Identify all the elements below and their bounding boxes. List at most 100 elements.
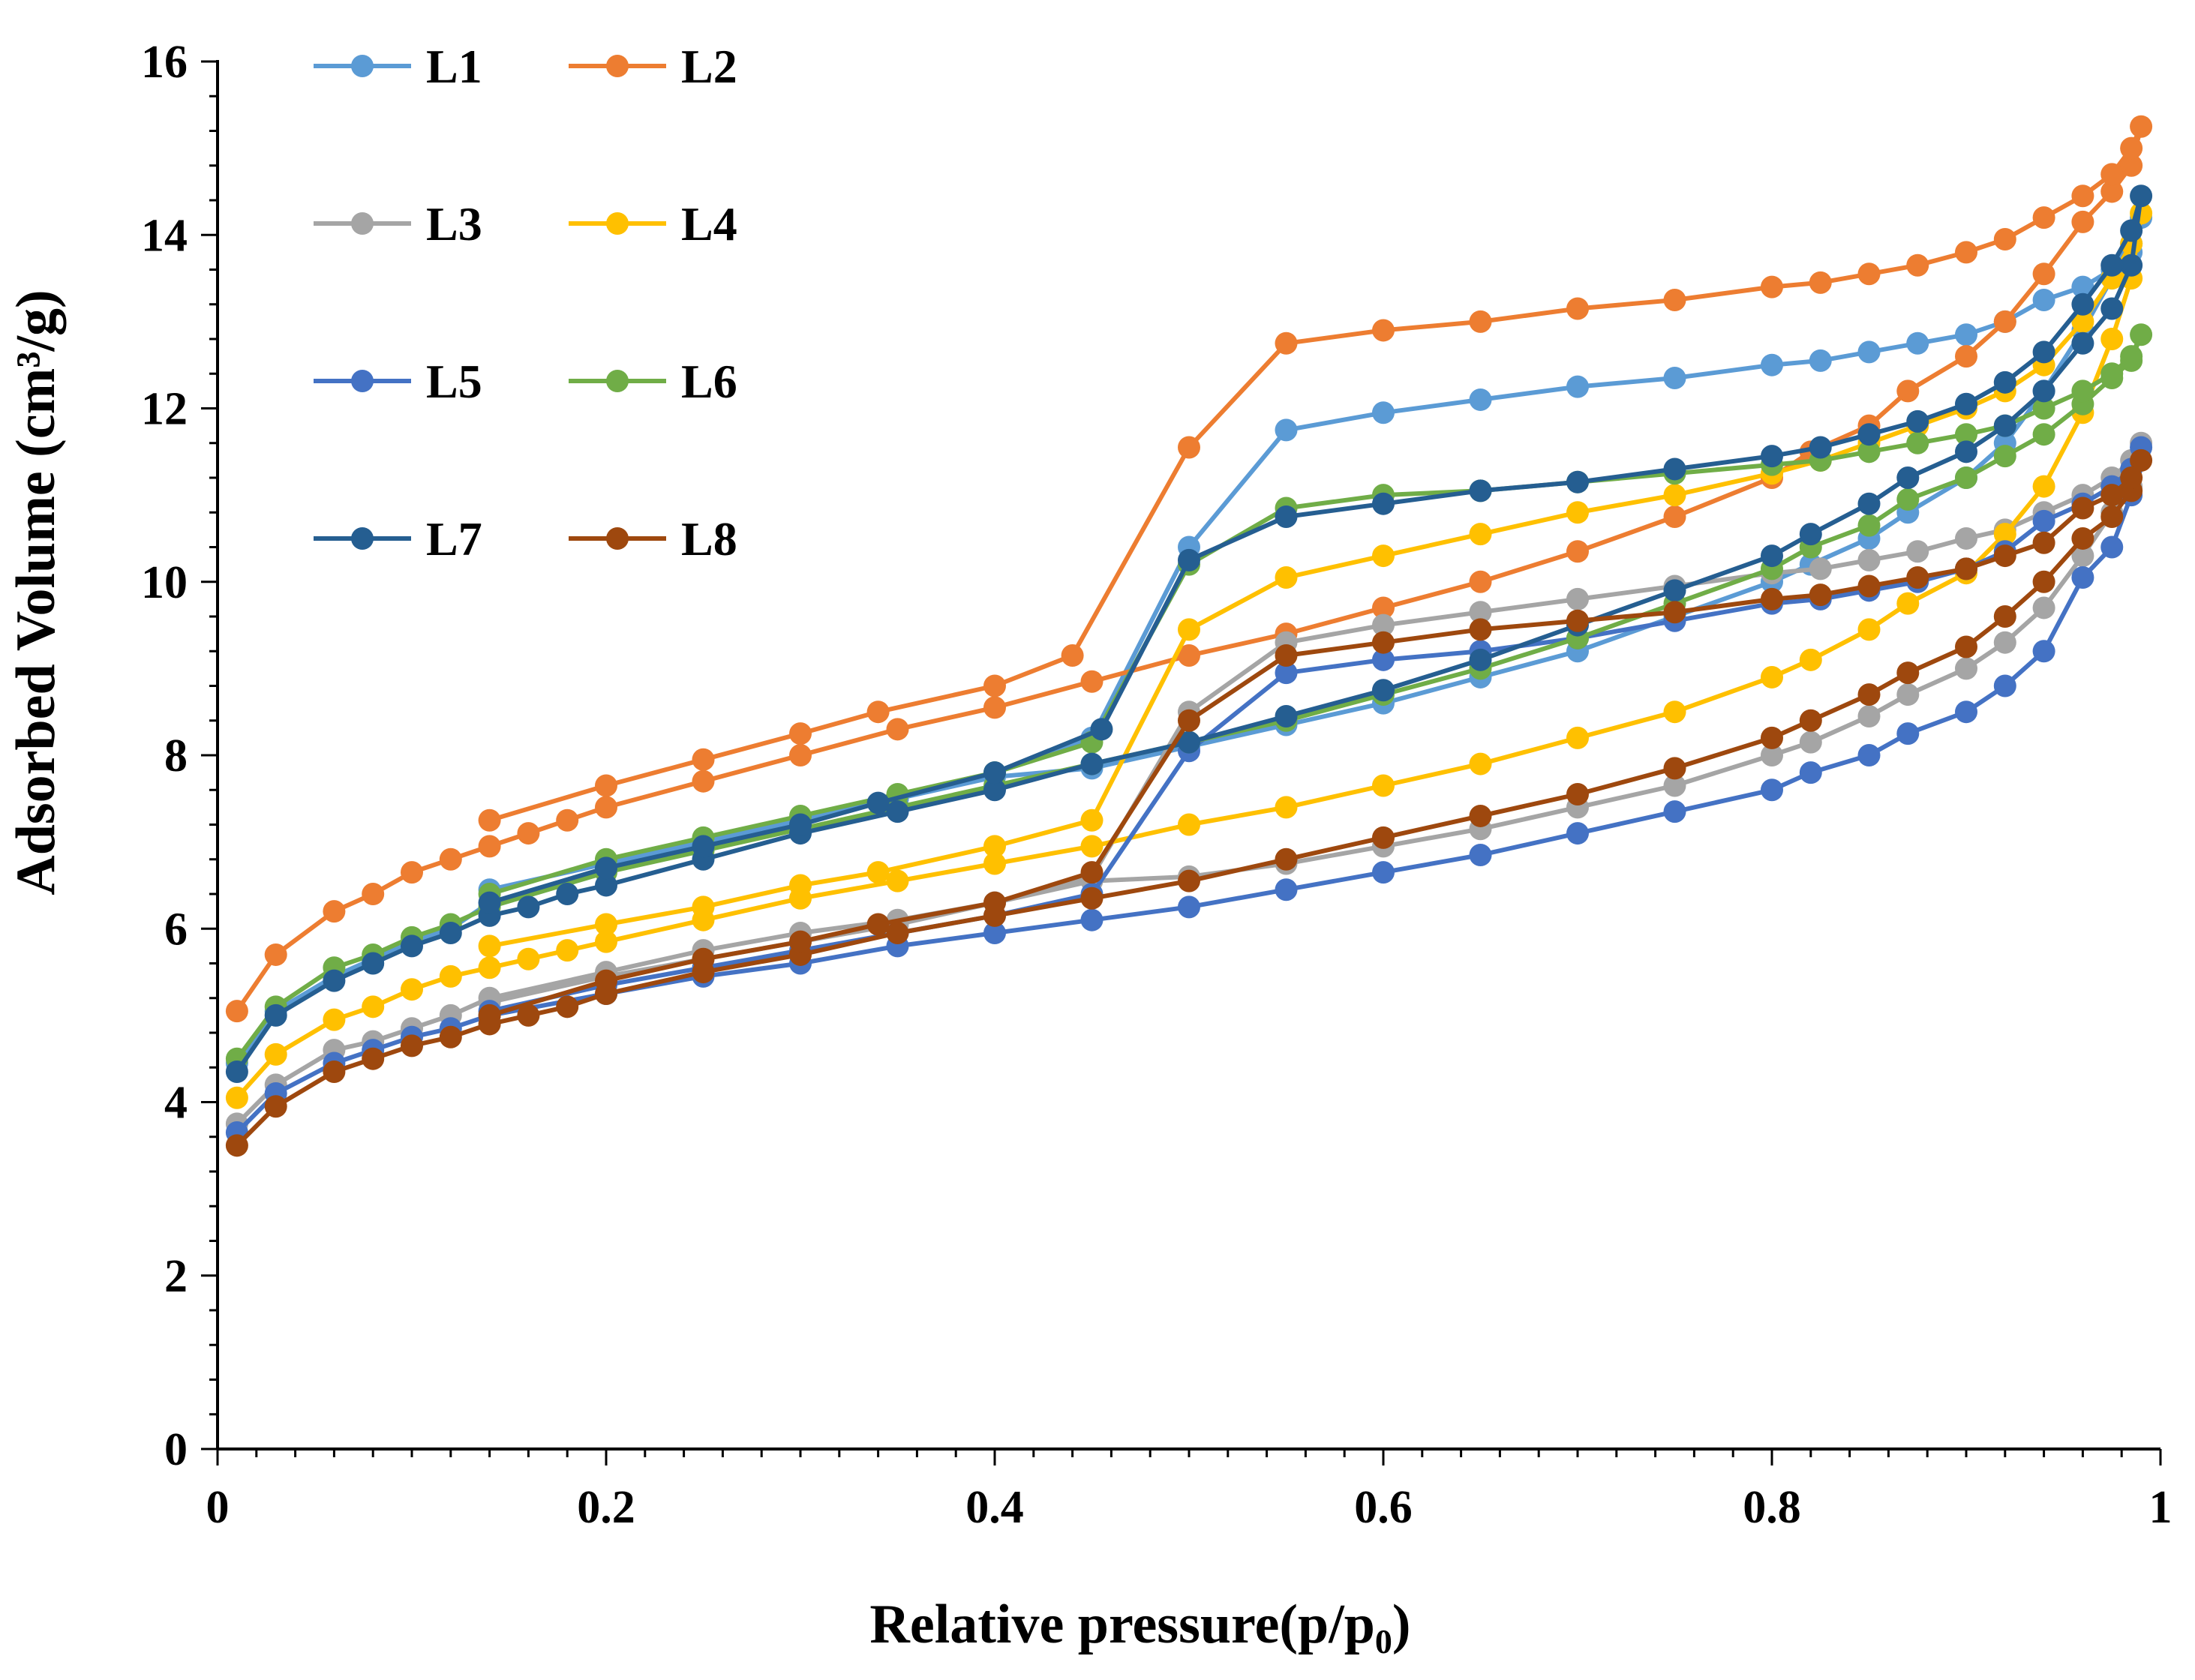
- data-point-l7: [2071, 292, 2094, 316]
- data-point-l4: [692, 896, 715, 919]
- data-point-l2: [1857, 262, 1881, 286]
- data-point-l4: [1275, 796, 1298, 819]
- data-point-l2: [323, 900, 346, 923]
- data-point-l3: [1993, 631, 2016, 654]
- data-point-l6: [1955, 423, 1977, 446]
- data-point-l2: [692, 770, 715, 793]
- data-point-l8: [2032, 570, 2055, 593]
- y-tick-label: 8: [164, 730, 188, 782]
- data-point-l3: [2071, 544, 2094, 568]
- data-point-l2: [1372, 319, 1395, 342]
- data-point-l6: [1896, 488, 1920, 511]
- data-point-l3: [2032, 596, 2055, 620]
- data-point-l7: [225, 1060, 248, 1084]
- data-point-l8: [1469, 618, 1492, 641]
- data-point-l7: [1906, 410, 1929, 433]
- data-point-l2: [886, 718, 909, 741]
- data-point-l4: [517, 947, 540, 970]
- data-point-l8: [1896, 662, 1920, 685]
- y-tick-label: 0: [164, 1424, 188, 1475]
- data-point-l4: [1469, 752, 1492, 776]
- data-point-l7: [556, 883, 579, 905]
- data-point-l7: [692, 835, 715, 858]
- data-point-l4: [886, 869, 909, 892]
- data-point-l7: [1275, 506, 1298, 529]
- data-point-l3: [1955, 657, 1977, 680]
- data-point-l3: [1906, 540, 1929, 563]
- data-point-l4: [1993, 523, 2016, 546]
- data-point-l4: [1857, 618, 1881, 641]
- x-tick-label: 0.8: [1743, 1482, 1801, 1533]
- data-point-l2: [692, 748, 715, 771]
- data-point-l1: [1955, 323, 1977, 346]
- legend-swatch-marker-l8: [606, 527, 629, 550]
- y-tick-label: 4: [164, 1078, 188, 1129]
- data-point-l3: [1809, 557, 1832, 580]
- data-point-l1: [1566, 375, 1589, 398]
- data-point-l2: [478, 835, 501, 858]
- data-point-l7: [1566, 470, 1589, 494]
- data-point-l2: [789, 722, 812, 746]
- legend-swatch-marker-l4: [606, 212, 629, 235]
- legend-item-l6: L6: [569, 355, 737, 408]
- data-point-l3: [1566, 587, 1589, 610]
- data-point-l5: [1799, 761, 1822, 784]
- data-point-l1: [1275, 418, 1298, 442]
- data-point-l7: [983, 761, 1006, 784]
- data-point-l2: [1955, 345, 1977, 368]
- data-point-l4: [1372, 774, 1395, 797]
- data-point-l4: [1663, 484, 1686, 507]
- data-point-l4: [264, 1042, 287, 1066]
- legend-label-l8: L8: [681, 512, 737, 566]
- data-point-l2: [1993, 310, 2016, 333]
- data-point-l8: [1372, 826, 1395, 849]
- data-point-l4: [595, 913, 617, 936]
- data-point-l8: [1761, 726, 1783, 749]
- data-point-l8: [1857, 574, 1881, 598]
- data-point-l8: [1080, 861, 1104, 884]
- data-point-l2: [439, 848, 462, 871]
- legend-swatch-marker-l3: [351, 212, 374, 235]
- data-point-l3: [1372, 614, 1395, 637]
- legend-label-l4: L4: [681, 197, 737, 250]
- data-point-l7: [2032, 340, 2055, 364]
- data-point-l2: [2100, 180, 2124, 203]
- data-point-l1: [1857, 340, 1881, 364]
- data-point-l7: [1955, 392, 1977, 416]
- data-point-l1: [2071, 275, 2094, 298]
- legend-label-l1: L1: [426, 40, 482, 93]
- data-point-l8: [439, 1025, 462, 1048]
- data-point-l6: [1857, 440, 1881, 464]
- data-point-l7: [401, 934, 423, 958]
- data-point-l7: [1372, 679, 1395, 702]
- data-point-l8: [1469, 804, 1492, 827]
- legend-swatch-marker-l7: [351, 527, 374, 550]
- data-point-l2: [1080, 670, 1104, 693]
- data-point-l2: [2071, 210, 2094, 233]
- data-point-l7: [1469, 648, 1492, 671]
- data-point-l8: [1993, 544, 2016, 568]
- data-point-l4: [1178, 618, 1200, 641]
- data-point-l8: [2071, 496, 2094, 520]
- data-point-l1: [1809, 349, 1832, 372]
- data-point-l8: [1799, 709, 1822, 732]
- data-point-l5: [1761, 778, 1783, 802]
- data-point-l4: [1566, 726, 1589, 749]
- data-point-l8: [789, 930, 812, 953]
- data-point-l8: [2120, 466, 2143, 489]
- data-point-l7: [2100, 254, 2124, 277]
- data-point-l4: [1663, 700, 1686, 724]
- legend-item-l4: L4: [569, 197, 737, 250]
- data-point-l5: [1857, 744, 1881, 766]
- data-point-l4: [1896, 592, 1920, 615]
- data-point-l7: [2120, 219, 2143, 242]
- data-point-l7: [1275, 704, 1298, 728]
- data-point-l7: [1955, 440, 1977, 464]
- data-point-l8: [1080, 886, 1104, 910]
- data-point-l2: [1275, 332, 1298, 355]
- data-point-l7: [1761, 544, 1783, 568]
- data-point-l8: [556, 995, 579, 1018]
- data-point-l2: [1469, 570, 1492, 593]
- data-point-l8: [1178, 869, 1200, 892]
- data-point-l1: [1663, 367, 1686, 390]
